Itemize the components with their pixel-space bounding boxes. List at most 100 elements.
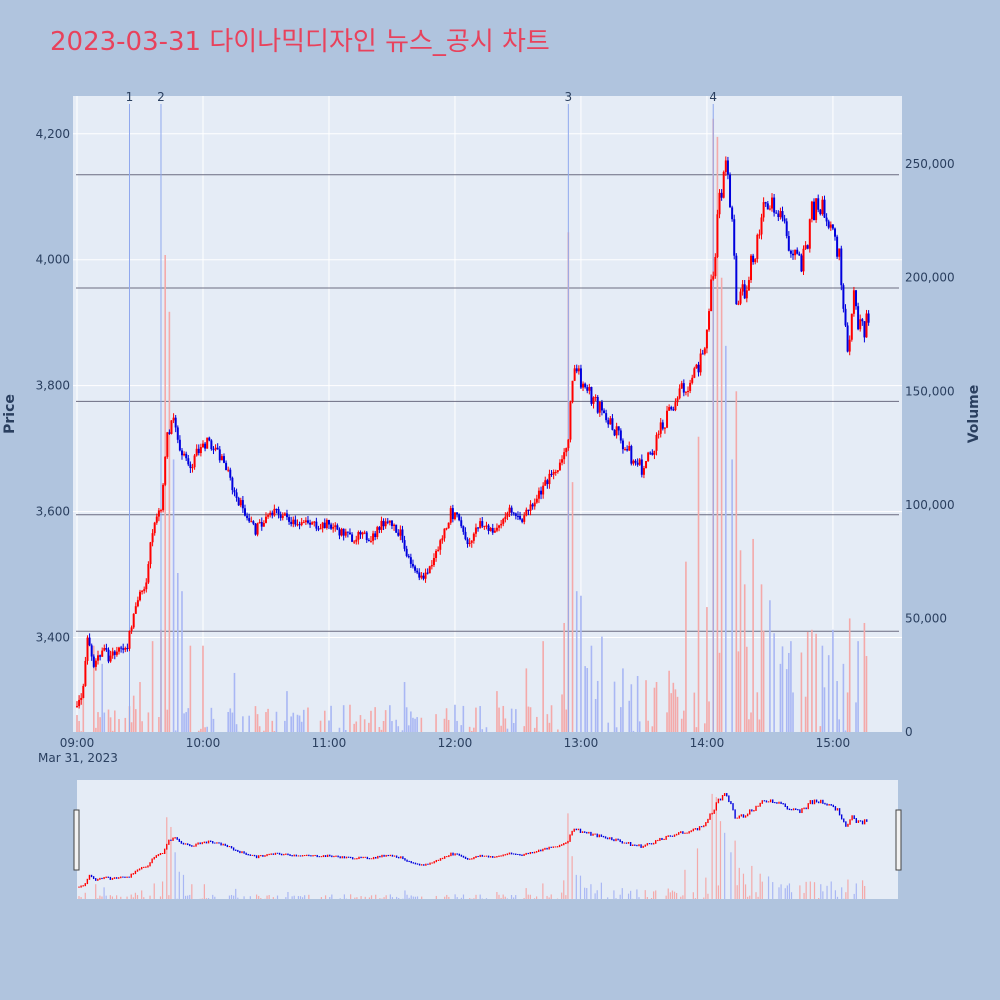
slider-volume-bar: [715, 797, 717, 899]
candle-body: [271, 512, 274, 516]
slider-volume-bar: [826, 885, 828, 899]
slider-volume-bar: [692, 892, 694, 899]
volume-bar: [300, 721, 303, 732]
candle-body: [231, 477, 234, 491]
volume-bar: [168, 311, 171, 732]
candle-body: [294, 519, 297, 525]
candle-body: [344, 531, 347, 536]
slider-volume-bar: [414, 896, 417, 899]
slider-volume-bar: [454, 894, 456, 899]
slider-volume-bar: [212, 894, 214, 899]
candle-body: [865, 313, 868, 338]
volume-bar: [141, 721, 143, 732]
volume-bar: [628, 700, 631, 732]
slider-volume-bar: [742, 873, 745, 899]
slider-volume-bar: [730, 852, 732, 899]
slider-volume-bar: [561, 892, 563, 899]
candle-body: [556, 470, 559, 472]
slider-volume-bar: [149, 895, 151, 899]
volume-bar: [267, 708, 269, 732]
candle-body: [672, 409, 675, 411]
slider-volume-bar: [571, 856, 573, 899]
volume-bar: [685, 561, 687, 732]
volume-bar: [273, 731, 276, 732]
candle-body: [157, 510, 160, 517]
slider-volume-bar: [99, 895, 101, 899]
volume-bar: [752, 538, 754, 732]
volume-bar: [485, 727, 488, 732]
candle-body: [269, 512, 272, 516]
candle-body: [508, 507, 511, 513]
candle-body: [313, 521, 316, 523]
volume-bar: [185, 712, 187, 732]
candle-body: [512, 512, 515, 514]
candle-body: [250, 521, 253, 523]
slider-volume-bar: [772, 882, 774, 899]
candle-body: [141, 590, 144, 592]
volume-bar: [302, 709, 305, 732]
candle-body: [126, 647, 129, 649]
volume-bar: [622, 668, 624, 732]
slider-volume-bar: [116, 895, 118, 899]
candle-body: [691, 377, 694, 383]
slider-volume-bar: [546, 895, 548, 899]
candle-body: [489, 528, 492, 531]
volume-bar: [113, 710, 116, 732]
volume-tick-label: 50,000: [905, 611, 947, 625]
volume-bar: [779, 663, 782, 732]
candle-body: [781, 211, 784, 219]
candle-body: [365, 532, 368, 541]
candle-body: [82, 685, 85, 698]
candle-body: [712, 276, 715, 280]
volume-bar: [739, 550, 742, 732]
candle-body: [176, 427, 179, 440]
candle-body: [180, 450, 183, 456]
candle-body: [430, 565, 433, 567]
candle-body: [766, 203, 769, 210]
slider-volume-bar: [408, 897, 410, 899]
slider-volume-bar: [189, 894, 191, 899]
volume-bar: [580, 595, 582, 732]
candle-body: [852, 290, 855, 314]
candle-body: [806, 245, 809, 249]
main-plot-background: [73, 96, 902, 732]
volume-bar: [655, 681, 658, 732]
volume-bar: [865, 656, 868, 732]
candle-body: [758, 234, 761, 236]
volume-bar: [857, 641, 859, 732]
slider-volume-bar: [665, 895, 667, 899]
candle-body: [300, 522, 303, 525]
candle-body: [212, 449, 215, 451]
slider-volume-bar: [680, 896, 682, 899]
price-tick-label: 3,800: [36, 379, 70, 393]
slider-volume-bar: [496, 891, 498, 899]
candle-body: [399, 529, 402, 536]
candle-body: [426, 572, 429, 574]
candle-body: [834, 228, 837, 237]
candle-body: [663, 427, 666, 429]
time-tick-label: 09:00: [60, 736, 95, 750]
range-slider[interactable]: [77, 780, 898, 899]
volume-bar: [284, 720, 286, 732]
volume-bar: [481, 729, 484, 732]
slider-volume-bar: [391, 897, 394, 899]
volume-bar: [248, 715, 250, 732]
candle-body: [218, 449, 221, 461]
candle-body: [428, 566, 431, 574]
time-tick-label: 13:00: [564, 736, 599, 750]
candle-body: [630, 446, 633, 464]
volume-bar: [443, 718, 446, 732]
candle-body: [264, 516, 267, 523]
candle-body: [321, 522, 324, 529]
candle-body: [298, 524, 301, 526]
volume-bar: [512, 723, 515, 732]
volume-bar: [792, 692, 794, 732]
candle-body: [655, 434, 658, 451]
range-slider-right-handle[interactable]: [895, 809, 902, 871]
slider-volume-bar: [268, 895, 270, 899]
range-slider-left-handle[interactable]: [73, 809, 80, 871]
slider-volume-bar: [594, 893, 596, 899]
slider-volume-bar: [331, 894, 333, 899]
candle-body: [626, 449, 629, 451]
candle-body: [443, 528, 446, 539]
